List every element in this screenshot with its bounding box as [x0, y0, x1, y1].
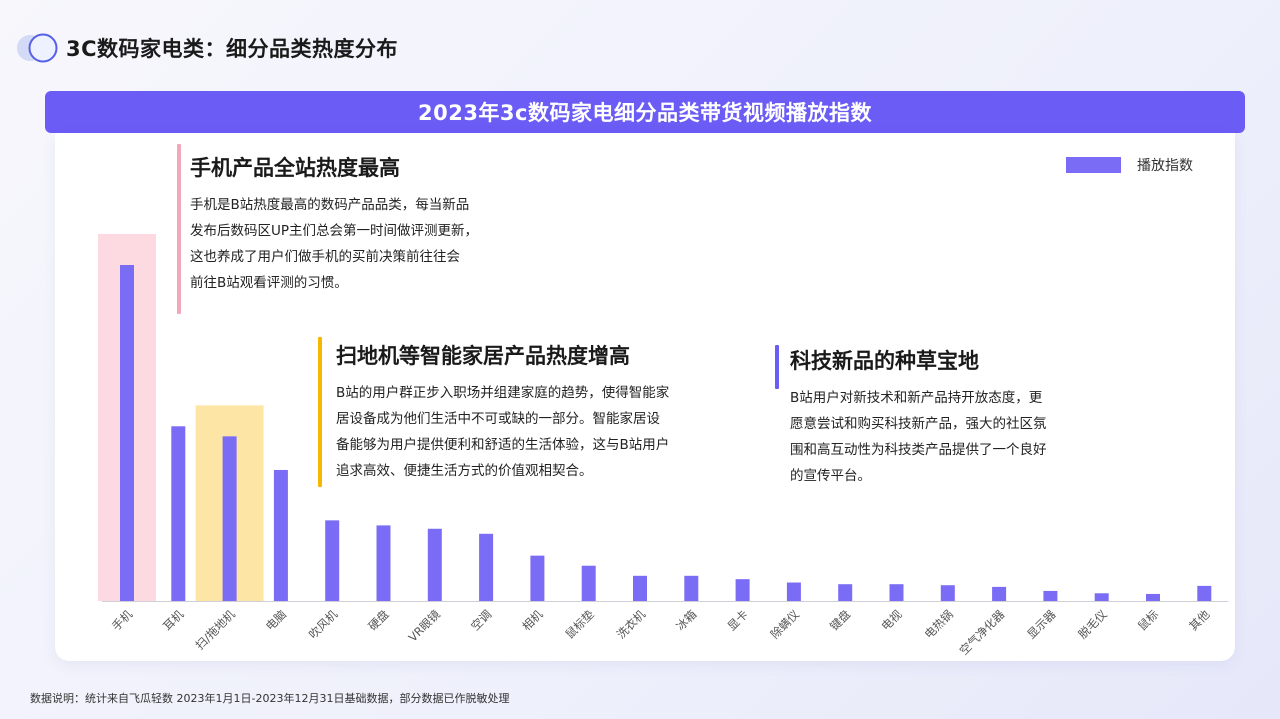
- bar: [992, 586, 1007, 601]
- x-tick-label: 扫/拖地机: [193, 607, 239, 653]
- x-tick-label: 冰箱: [673, 607, 699, 633]
- bar: [633, 575, 647, 601]
- x-tick-label: 电热锅: [922, 607, 956, 641]
- bar: [530, 555, 545, 601]
- annotation-phone-title: 手机产品全站热度最高: [190, 156, 400, 180]
- annotation-tech-products-line: 的宣传平台。: [790, 468, 871, 484]
- annotation-tech-products: 科技新品的种草宝地 B站用户对新技术和新产品持开放态度，更 愿意尝试和购买科技新…: [775, 345, 1047, 495]
- bar: [376, 525, 391, 601]
- bar: [120, 265, 134, 601]
- x-tick-label: 显卡: [725, 607, 751, 633]
- title-bubble-icon: [17, 33, 58, 63]
- x-tick-label: 吹风机: [306, 607, 341, 642]
- legend-label: 播放指数: [1137, 158, 1193, 174]
- x-tick-label: 显示器: [1024, 607, 1059, 642]
- annotation-phone-accent: [177, 144, 181, 314]
- x-tick-label: VR眼镜: [406, 607, 444, 645]
- x-tick-label: 脱毛仪: [1076, 607, 1111, 642]
- annotation-smart-home-body: B站的用户群正步入职场并组建家庭的趋势，使得智能家 居设备成为他们生活中不可或缺…: [336, 380, 669, 484]
- annotation-tech-products-accent: [775, 345, 779, 389]
- annotation-smart-home-line: 追求高效、便捷生活方式的价值观相契合。: [336, 463, 593, 479]
- x-tick-label: 洗衣机: [614, 607, 649, 642]
- x-tick-label: 空气净化器: [957, 607, 1008, 658]
- annotation-smart-home-line: B站的用户群正步入职场并组建家庭的趋势，使得智能家: [336, 385, 670, 401]
- bar: [786, 582, 801, 601]
- bar: [1043, 590, 1058, 601]
- x-tick-label: 鼠标垫: [563, 607, 598, 642]
- bar: [171, 426, 186, 601]
- annotation-tech-products-title: 科技新品的种草宝地: [790, 349, 979, 373]
- x-tick-label: 键盘: [827, 607, 853, 633]
- annotation-phone: 手机产品全站热度最高 手机是B站热度最高的数码产品品类，每当新品 发布后数码区U…: [177, 144, 478, 314]
- bar: [581, 565, 596, 601]
- bar: [1094, 593, 1109, 601]
- page-title: 3C数码家电类：细分品类热度分布: [66, 37, 399, 61]
- bar: [838, 584, 853, 601]
- annotation-smart-home-line: 居设备成为他们生活中不可或缺的一部分。智能家居设: [336, 411, 660, 427]
- bar: [889, 584, 904, 601]
- annotation-phone-line: 发布后数码区UP主们总会第一时间做评测更新，: [190, 223, 479, 239]
- bar: [479, 533, 494, 601]
- x-tick-label: 鼠标: [1135, 607, 1161, 633]
- bar: [1146, 593, 1160, 601]
- bar: [427, 528, 442, 601]
- annotation-phone-body: 手机是B站热度最高的数码产品品类，每当新品 发布后数码区UP主们总会第一时间做评…: [190, 192, 478, 296]
- bar: [325, 520, 340, 601]
- bar: [1197, 585, 1212, 601]
- annotation-smart-home-accent: [318, 337, 322, 487]
- chart-banner-title: 2023年3c数码家电细分品类带货视频播放指数: [45, 91, 1245, 133]
- bar: [735, 579, 750, 601]
- x-tick-label: 其他: [1186, 607, 1213, 634]
- bar: [273, 469, 288, 601]
- x-tick-label: 电脑: [263, 607, 289, 633]
- annotation-phone-line: 前往B站观看评测的习惯。: [190, 275, 348, 291]
- annotation-smart-home-line: 备能够为用户提供便利和舒适的生活体验，这与B站用户: [336, 437, 670, 453]
- x-tick-label: 耳机: [160, 607, 187, 634]
- legend-swatch: [1066, 157, 1121, 173]
- x-tick-label: 电视: [878, 607, 905, 634]
- bar: [222, 436, 237, 601]
- annotation-tech-products-line: 围和高互动性为科技类产品提供了一个良好: [790, 442, 1047, 458]
- annotation-tech-products-body: B站用户对新技术和新产品持开放态度，更 愿意尝试和购买科技新产品，强大的社区氛 …: [790, 385, 1047, 489]
- x-tick-label: 除螨仪: [768, 607, 803, 642]
- annotation-phone-line: 手机是B站热度最高的数码产品品类，每当新品: [190, 197, 470, 213]
- bar: [684, 575, 699, 601]
- x-tick-label: 手机: [109, 607, 136, 634]
- annotation-tech-products-line: B站用户对新技术和新产品持开放态度，更: [790, 390, 1043, 406]
- data-footnote: 数据说明：统计来自飞瓜轻数 2023年1月1日-2023年12月31日基础数据，…: [30, 692, 510, 705]
- x-tick-label: 空调: [468, 607, 494, 633]
- annotation-smart-home: 扫地机等智能家居产品热度增高 B站的用户群正步入职场并组建家庭的趋势，使得智能家…: [318, 337, 669, 487]
- annotation-tech-products-line: 愿意尝试和购买科技新产品，强大的社区氛: [790, 416, 1047, 432]
- annotation-smart-home-title: 扫地机等智能家居产品热度增高: [336, 344, 630, 368]
- chart-legend: 播放指数: [1066, 155, 1193, 175]
- bar: [940, 585, 955, 601]
- annotation-phone-line: 这也养成了用户们做手机的买前决策前往往会: [190, 249, 460, 265]
- x-tick-label: 硬盘: [365, 607, 391, 633]
- x-tick-label: 相机: [519, 607, 546, 634]
